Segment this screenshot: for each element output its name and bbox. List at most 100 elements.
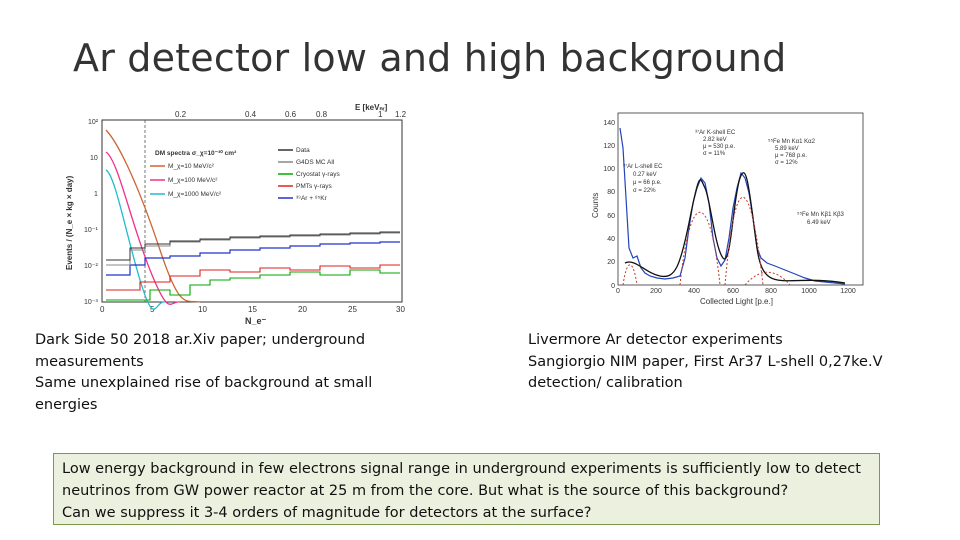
x-ticks: 0 200 400 600 800 1000 1200 xyxy=(616,288,856,295)
svg-text:μ = 530 p.e.: μ = 530 p.e. xyxy=(703,144,735,150)
x-tick: 1000 xyxy=(801,288,817,295)
svg-text:μ = 768 p.e.: μ = 768 p.e. xyxy=(775,153,807,159)
legend-title: DM spectra σ_χ=10⁻³⁰ cm² xyxy=(155,149,237,157)
svg-text:μ = 66 p.e.: μ = 66 p.e. xyxy=(633,180,662,186)
note-line: neutrinos from GW power reactor at 25 m … xyxy=(62,483,789,499)
livermore-plot: Counts 0 20 40 60 80 100 120 140 0 200 4… xyxy=(585,108,865,308)
x-tick: 600 xyxy=(727,288,739,295)
legend-entry: PMTs γ-rays xyxy=(296,183,333,190)
y-tick: 10⁻¹ xyxy=(84,227,98,234)
svg-text:⁵⁵Fe Mn Kα1 Kα2: ⁵⁵Fe Mn Kα1 Kα2 xyxy=(768,138,816,145)
caption-line: detection/ calibration xyxy=(528,375,683,391)
y-axis-label: Counts xyxy=(591,193,600,218)
fit-ar-k xyxy=(679,212,721,286)
legend-entry: ³⁹Ar + ⁸⁵Kr xyxy=(296,195,328,202)
y-tick: 0 xyxy=(611,283,615,290)
legend-entry: M_χ=1000 MeV/c² xyxy=(168,191,222,198)
svg-text:0.27 keV: 0.27 keV xyxy=(633,172,657,178)
slide-title: Ar detector low and high background xyxy=(73,36,787,80)
x-axis-label: N_e⁻ xyxy=(245,316,267,326)
annot-fe-k: ⁵⁵Fe Mn Kα1 Kα2 5.89 keV μ = 768 p.e. σ … xyxy=(768,138,816,166)
svg-text:6.49 keV: 6.49 keV xyxy=(807,220,831,226)
svg-text:σ = 12%: σ = 12% xyxy=(775,160,798,166)
left-caption: Dark Side 50 2018 ar.Xiv paper; undergro… xyxy=(35,330,395,416)
legend-entry: Data xyxy=(296,147,310,154)
curve-m1000 xyxy=(105,169,166,310)
total-fit xyxy=(624,172,846,284)
fit-fe-kb xyxy=(744,271,791,286)
top-tick: 1 xyxy=(378,110,383,119)
x-tick: 400 xyxy=(688,288,700,295)
y-ticks: 0 20 40 60 80 100 120 140 xyxy=(603,120,615,290)
x-tick: 15 xyxy=(248,305,257,314)
annot-fe-kb: ⁵⁵Fe Mn Kβ1 Kβ3 6.49 keV xyxy=(797,211,845,226)
svg-text:σ = 22%: σ = 22% xyxy=(633,188,656,194)
top-axis-label: E [keVₙᵣ] xyxy=(355,103,388,112)
x-tick: 200 xyxy=(650,288,662,295)
top-tick: 0.8 xyxy=(316,110,328,119)
y-tick: 10⁻² xyxy=(84,263,98,270)
note-line: Low energy background in few electrons s… xyxy=(62,461,861,477)
svg-text:⁵⁵Fe Mn Kβ1 Kβ3: ⁵⁵Fe Mn Kβ1 Kβ3 xyxy=(797,211,845,218)
caption-line: Dark Side 50 2018 ar.Xiv paper; undergro… xyxy=(35,332,366,348)
hist-data xyxy=(106,231,400,261)
darkside-plot: E [keVₙᵣ] 0.2 0.4 0.6 0.8 1 1.2 Events /… xyxy=(60,100,420,330)
x-tick: 0 xyxy=(616,288,620,295)
legend-right: Data G4DS MC All Cryostat γ-rays PMTs γ-… xyxy=(278,147,340,202)
y-tick: 140 xyxy=(603,120,615,127)
caption-line: Sangiorgio NIM paper, First Ar37 L-shell… xyxy=(528,353,883,370)
y-axis-label: Events / (N_e × kg × day) xyxy=(65,175,74,270)
caption-line: measurements xyxy=(35,353,144,370)
caption-line: Same unexplained rise of background at s… xyxy=(35,375,373,391)
legend-left: M_χ=10 MeV/c² M_χ=100 MeV/c² M_χ=1000 Me… xyxy=(150,163,222,198)
top-ticks: 0.2 0.4 0.6 0.8 1 1.2 xyxy=(175,110,407,119)
top-tick: 0.6 xyxy=(285,110,297,119)
y-tick: 10⁻³ xyxy=(84,299,98,306)
svg-text:σ = 11%: σ = 11% xyxy=(703,151,726,157)
legend-entry: M_χ=100 MeV/c² xyxy=(168,177,218,184)
y-tick: 60 xyxy=(607,213,615,220)
x-ticks: 0 5 10 15 20 25 30 xyxy=(100,305,405,314)
summary-note-box: Low energy background in few electrons s… xyxy=(53,453,880,525)
y-tick: 40 xyxy=(607,236,615,243)
annot-ar-l: ³⁷Ar L-shell EC 0.27 keV μ = 66 p.e. σ =… xyxy=(623,163,663,194)
y-tick: 10² xyxy=(88,119,99,126)
livermore-plot-svg: Counts 0 20 40 60 80 100 120 140 0 200 4… xyxy=(591,112,864,306)
x-tick: 30 xyxy=(396,305,405,314)
y-tick: 80 xyxy=(607,189,615,196)
note-line: Can we suppress it 3-4 orders of magnitu… xyxy=(62,505,592,521)
right-caption: Livermore Ar detector experiments Sangio… xyxy=(528,330,928,395)
fit-ar-l xyxy=(622,264,638,286)
curve-m10 xyxy=(105,129,201,303)
legend-entry: M_χ=10 MeV/c² xyxy=(168,163,215,170)
x-tick: 1200 xyxy=(840,288,856,295)
svg-text:³⁷Ar K-shell EC: ³⁷Ar K-shell EC xyxy=(695,129,736,136)
x-tick: 0 xyxy=(100,305,105,314)
curve-m100 xyxy=(105,151,181,305)
y-tick: 100 xyxy=(603,166,615,173)
caption-line: energies xyxy=(35,396,98,413)
hist-cryostat xyxy=(106,269,400,301)
svg-text:5.89 keV: 5.89 keV xyxy=(775,146,799,152)
y-tick: 1 xyxy=(94,191,98,198)
y-tick: 20 xyxy=(607,259,615,266)
hist-pmts xyxy=(106,264,400,291)
svg-text:2.82 keV: 2.82 keV xyxy=(703,137,727,143)
y-tick: 120 xyxy=(603,143,615,150)
svg-text:³⁷Ar L-shell EC: ³⁷Ar L-shell EC xyxy=(623,163,663,170)
x-tick: 800 xyxy=(765,288,777,295)
x-tick: 10 xyxy=(198,305,207,314)
plot-frame xyxy=(617,112,864,286)
x-axis-label: Collected Light [p.e.] xyxy=(700,297,773,306)
top-tick: 0.2 xyxy=(175,110,187,119)
y-tick: 10 xyxy=(90,155,98,162)
y-ticks: 10² 10 1 10⁻¹ 10⁻² 10⁻³ xyxy=(84,119,99,306)
darkside-plot-svg: E [keVₙᵣ] 0.2 0.4 0.6 0.8 1 1.2 Events /… xyxy=(65,103,407,326)
plot-frame xyxy=(101,119,403,303)
top-tick: 1.2 xyxy=(395,110,407,119)
caption-line: Livermore Ar detector experiments xyxy=(528,332,783,348)
hist-ar xyxy=(106,241,400,276)
x-tick: 25 xyxy=(348,305,357,314)
legend-entry: Cryostat γ-rays xyxy=(296,171,340,178)
top-tick: 0.4 xyxy=(245,110,257,119)
